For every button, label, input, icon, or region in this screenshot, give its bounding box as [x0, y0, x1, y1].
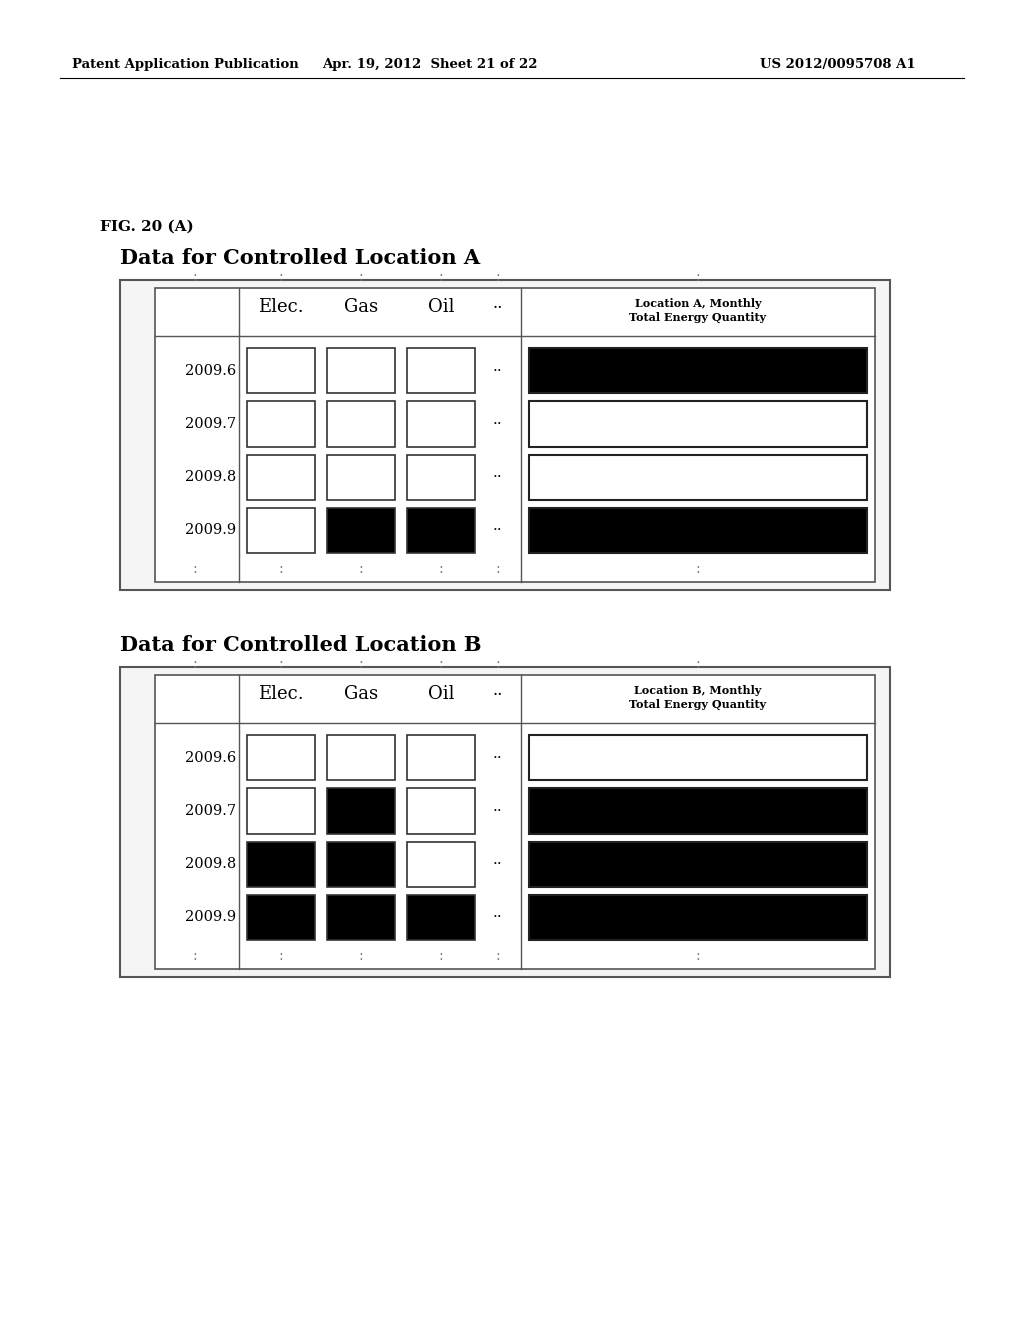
Bar [247, 401, 315, 446]
Text: ··: ·· [493, 686, 503, 704]
Bar [247, 454, 315, 500]
Bar [155, 288, 874, 582]
Text: Gas: Gas [344, 298, 378, 315]
Text: :: : [695, 657, 700, 671]
Text: Patent Application Publication: Patent Application Publication [72, 58, 299, 71]
Text: 2009.8: 2009.8 [184, 470, 236, 484]
Text: :: : [358, 657, 364, 671]
Text: 2009.7: 2009.7 [185, 804, 236, 818]
Text: :: : [279, 949, 284, 964]
Text: 2009.7: 2009.7 [185, 417, 236, 430]
Bar [247, 348, 315, 393]
Bar [407, 895, 475, 940]
Text: Elec.: Elec. [258, 685, 304, 704]
Bar [247, 788, 315, 833]
Text: US 2012/0095708 A1: US 2012/0095708 A1 [760, 58, 915, 71]
Bar [407, 348, 475, 393]
Bar [407, 788, 475, 833]
Bar [120, 280, 890, 590]
Text: ··: ·· [494, 751, 503, 764]
Text: Location B, Monthly
Total Energy Quantity: Location B, Monthly Total Energy Quantit… [630, 685, 767, 710]
Bar [529, 401, 867, 446]
Text: :: : [193, 657, 198, 671]
Bar [529, 895, 867, 940]
Bar [327, 895, 395, 940]
Bar [407, 454, 475, 500]
Text: :: : [358, 562, 364, 576]
Bar [327, 735, 395, 780]
Bar [327, 401, 395, 446]
Bar [407, 842, 475, 887]
Text: ··: ·· [493, 300, 503, 317]
Text: 2009.6: 2009.6 [184, 363, 236, 378]
Bar [247, 735, 315, 780]
Bar [327, 348, 395, 393]
Text: Gas: Gas [344, 685, 378, 704]
Text: 2009.8: 2009.8 [184, 857, 236, 871]
Bar [529, 508, 867, 553]
Text: ··: ·· [494, 417, 503, 430]
Bar [327, 842, 395, 887]
Text: :: : [438, 562, 443, 576]
Text: Oil: Oil [428, 298, 455, 315]
Text: ··: ·· [494, 363, 503, 378]
Text: :: : [279, 271, 284, 284]
Text: :: : [438, 949, 443, 964]
Bar [407, 735, 475, 780]
Text: 2009.9: 2009.9 [185, 523, 236, 537]
Bar [407, 508, 475, 553]
Bar [529, 735, 867, 780]
Text: ··: ·· [494, 470, 503, 484]
Text: :: : [496, 562, 501, 576]
Text: Data for Controlled Location A: Data for Controlled Location A [120, 248, 480, 268]
Bar [120, 667, 890, 977]
Text: 2009.9: 2009.9 [185, 911, 236, 924]
Bar [327, 508, 395, 553]
Text: :: : [496, 657, 501, 671]
Bar [529, 788, 867, 833]
Text: :: : [193, 271, 198, 284]
Text: :: : [358, 271, 364, 284]
Text: Data for Controlled Location B: Data for Controlled Location B [120, 635, 481, 655]
Bar [407, 401, 475, 446]
Text: Apr. 19, 2012  Sheet 21 of 22: Apr. 19, 2012 Sheet 21 of 22 [323, 58, 538, 71]
Text: 2009.6: 2009.6 [184, 751, 236, 764]
Text: :: : [695, 562, 700, 576]
Text: :: : [496, 949, 501, 964]
Text: :: : [695, 949, 700, 964]
Text: ··: ·· [494, 911, 503, 924]
Bar [327, 454, 395, 500]
Bar [155, 675, 874, 969]
Text: :: : [279, 562, 284, 576]
Text: :: : [193, 949, 198, 964]
Bar [529, 842, 867, 887]
Text: :: : [193, 562, 198, 576]
Text: :: : [438, 271, 443, 284]
Text: :: : [496, 271, 501, 284]
Text: :: : [695, 271, 700, 284]
Text: FIG. 20 (A): FIG. 20 (A) [100, 220, 194, 234]
Bar [327, 788, 395, 833]
Bar [529, 348, 867, 393]
Bar [247, 895, 315, 940]
Bar [247, 842, 315, 887]
Text: Oil: Oil [428, 685, 455, 704]
Text: :: : [358, 949, 364, 964]
Text: Elec.: Elec. [258, 298, 304, 315]
Text: ··: ·· [494, 857, 503, 871]
Text: ··: ·· [494, 804, 503, 818]
Text: ··: ·· [494, 523, 503, 537]
Text: :: : [438, 657, 443, 671]
Bar [247, 508, 315, 553]
Text: Location A, Monthly
Total Energy Quantity: Location A, Monthly Total Energy Quantit… [630, 298, 767, 323]
Text: :: : [279, 657, 284, 671]
Bar [529, 454, 867, 500]
